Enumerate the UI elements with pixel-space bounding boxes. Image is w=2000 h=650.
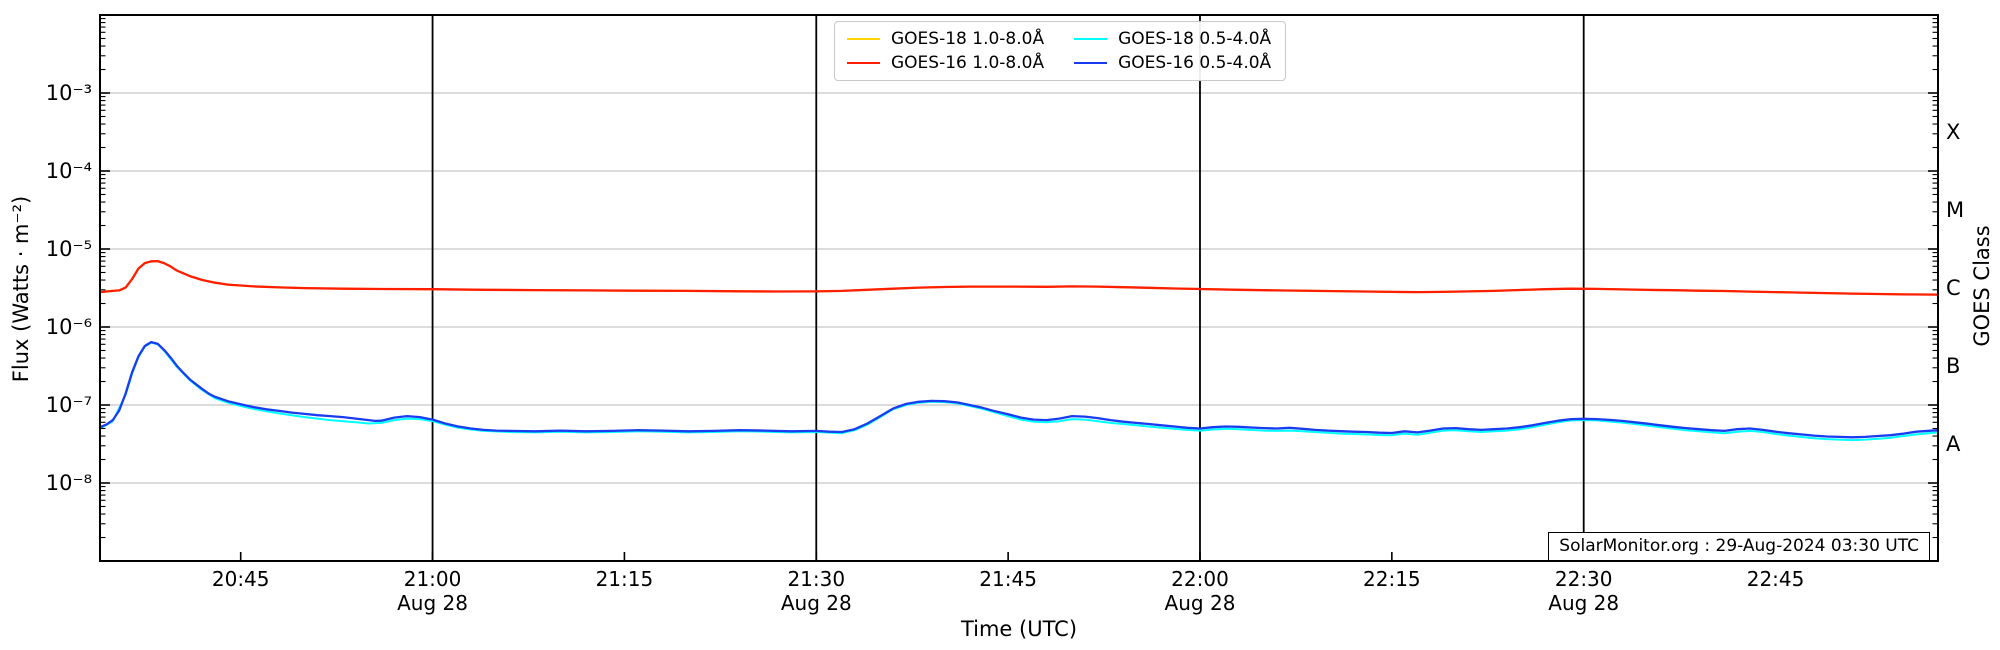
y-tick-label: 10⁻⁵ (45, 237, 92, 261)
x-tick-label: 22:00 (1171, 567, 1229, 591)
goes-class-letter: A (1946, 432, 1961, 456)
goes-class-letter: X (1946, 120, 1961, 144)
series-line (99, 341, 1939, 442)
legend-line-swatch (847, 37, 880, 41)
x-tick-label: 22:15 (1363, 567, 1421, 591)
goes-class-letter: C (1946, 276, 1961, 300)
y-tick-label: 10⁻⁸ (45, 471, 92, 495)
plot-frame (99, 14, 1939, 562)
x-tick-date-label: Aug 28 (780, 591, 852, 615)
legend-label: GOES-16 1.0-8.0Å (891, 53, 1045, 73)
x-tick-label: 21:15 (595, 567, 654, 591)
series-line (98, 340, 1940, 439)
series-line (98, 259, 1940, 296)
x-tick-date-label: Aug 28 (1164, 591, 1236, 615)
legend-label: GOES-16 0.5-4.0Å (1118, 53, 1272, 73)
x-tick-date-label: Aug 28 (397, 591, 468, 615)
legend-label: GOES-18 0.5-4.0Å (1118, 29, 1272, 49)
y-tick-label: 10⁻⁴ (45, 159, 92, 183)
goes-class-letter: M (1946, 198, 1965, 222)
goes-class-letter: B (1946, 354, 1961, 378)
x-tick-date-label: Aug 28 (1548, 591, 1620, 615)
x-tick-label: 22:30 (1554, 567, 1613, 591)
y-tick-label: 10⁻³ (45, 81, 92, 105)
y-axis-title: Flux (Watts · m⁻²) (9, 195, 33, 383)
legend-line-swatch (1074, 61, 1108, 65)
x-tick-label: 21:00 (403, 567, 462, 591)
legend-entry: GOES-18 1.0-8.0Å (847, 29, 1044, 49)
x-tick-label: 21:45 (979, 567, 1037, 591)
legend-label: GOES-18 1.0-8.0Å (891, 29, 1045, 49)
x-tick-label: 22:45 (1746, 567, 1805, 591)
legend-line-swatch (847, 61, 880, 65)
y-tick-label: 10⁻⁶ (45, 315, 92, 339)
legend-line-swatch (1074, 37, 1108, 41)
legend-entry: GOES-16 0.5-4.0Å (1074, 53, 1271, 73)
y2-axis-title: GOES Class (1970, 225, 1994, 347)
x-tick-label: 20:45 (211, 567, 270, 591)
legend: GOES-18 1.0-8.0Å GOES-16 1.0-8.0Å GOES-18 … (834, 21, 1287, 81)
x-axis-title: Time (UTC) (960, 617, 1078, 641)
y-tick-label: 10⁻⁷ (45, 393, 92, 417)
legend-entry: GOES-18 0.5-4.0Å (1074, 29, 1271, 49)
legend-entry: GOES-16 1.0-8.0Å (847, 53, 1044, 73)
x-tick-label: 21:30 (787, 567, 846, 591)
attribution-box: SolarMonitor.org : 29-Aug-2024 03:30 UTC (1548, 532, 1930, 561)
